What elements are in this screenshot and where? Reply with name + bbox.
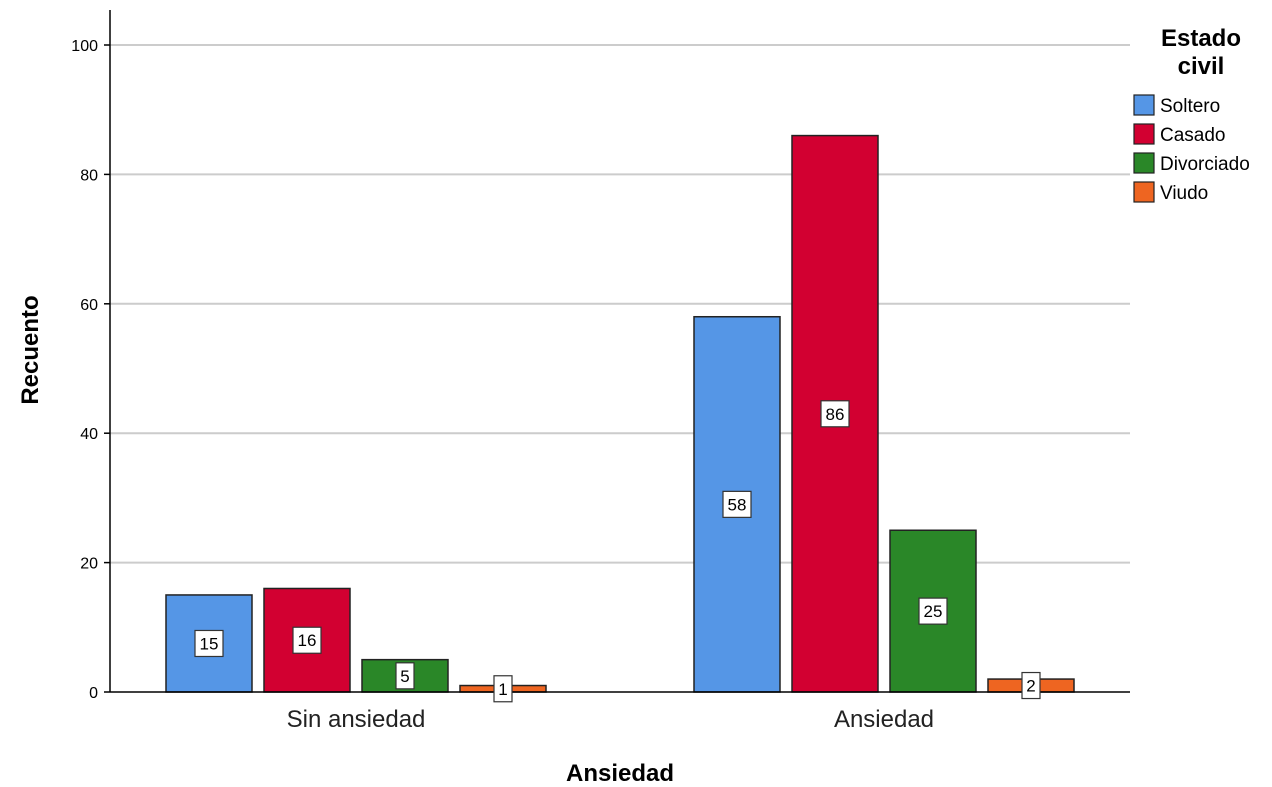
legend-title: civil bbox=[1178, 53, 1225, 80]
x-category-labels: Sin ansiedad Ansiedad bbox=[287, 706, 934, 733]
legend-label: Casado bbox=[1160, 125, 1226, 146]
data-label: 58 bbox=[728, 495, 747, 514]
y-tick-label: 20 bbox=[80, 556, 98, 573]
legend-label: Soltero bbox=[1160, 96, 1220, 117]
data-label-box bbox=[918, 597, 948, 625]
legend-title: Estado bbox=[1161, 25, 1241, 52]
legend-label: Divorciado bbox=[1160, 154, 1250, 175]
y-tick-label: 40 bbox=[80, 426, 98, 443]
data-label-box bbox=[493, 675, 513, 703]
x-category-label: Sin ansiedad bbox=[287, 706, 426, 733]
legend-label: Viudo bbox=[1160, 183, 1208, 204]
data-label-box bbox=[194, 629, 224, 658]
axes bbox=[109, 10, 1130, 693]
data-labels: 15 16 5 1 58 86 25 2 bbox=[194, 400, 1041, 703]
y-tick-label: 100 bbox=[71, 38, 98, 55]
y-axis-title: Recuento bbox=[17, 295, 44, 404]
legend-swatch bbox=[1133, 94, 1155, 116]
data-label: 86 bbox=[826, 405, 845, 424]
legend-swatch bbox=[1133, 152, 1155, 174]
bars bbox=[165, 134, 1075, 693]
data-label: 25 bbox=[924, 602, 943, 621]
y-tick-label: 0 bbox=[89, 685, 98, 702]
data-label-box bbox=[1021, 671, 1041, 700]
legend-swatch bbox=[1133, 181, 1155, 203]
data-label-box bbox=[722, 490, 752, 518]
data-label: 15 bbox=[200, 634, 219, 653]
data-label-box bbox=[292, 626, 322, 654]
data-label: 16 bbox=[298, 631, 317, 650]
data-label-box bbox=[395, 662, 415, 690]
x-axis-title: Ansiedad bbox=[566, 760, 674, 787]
x-category-label: Ansiedad bbox=[834, 706, 934, 733]
y-tick-label: 60 bbox=[80, 297, 98, 314]
y-tick-labels: 0 20 40 60 80 100 bbox=[71, 38, 110, 702]
gridlines bbox=[110, 44, 1130, 564]
data-label: 2 bbox=[1026, 677, 1035, 696]
data-label: 5 bbox=[400, 667, 409, 686]
data-label: 1 bbox=[498, 680, 507, 699]
data-label-box bbox=[820, 400, 850, 428]
legend-swatch bbox=[1133, 123, 1155, 145]
y-tick-label: 80 bbox=[80, 167, 98, 184]
legend-items: Soltero Casado Divorciado Viudo bbox=[1133, 94, 1250, 204]
legend: Estado civil Soltero Casado Divorciado Viud… bbox=[1133, 25, 1250, 204]
